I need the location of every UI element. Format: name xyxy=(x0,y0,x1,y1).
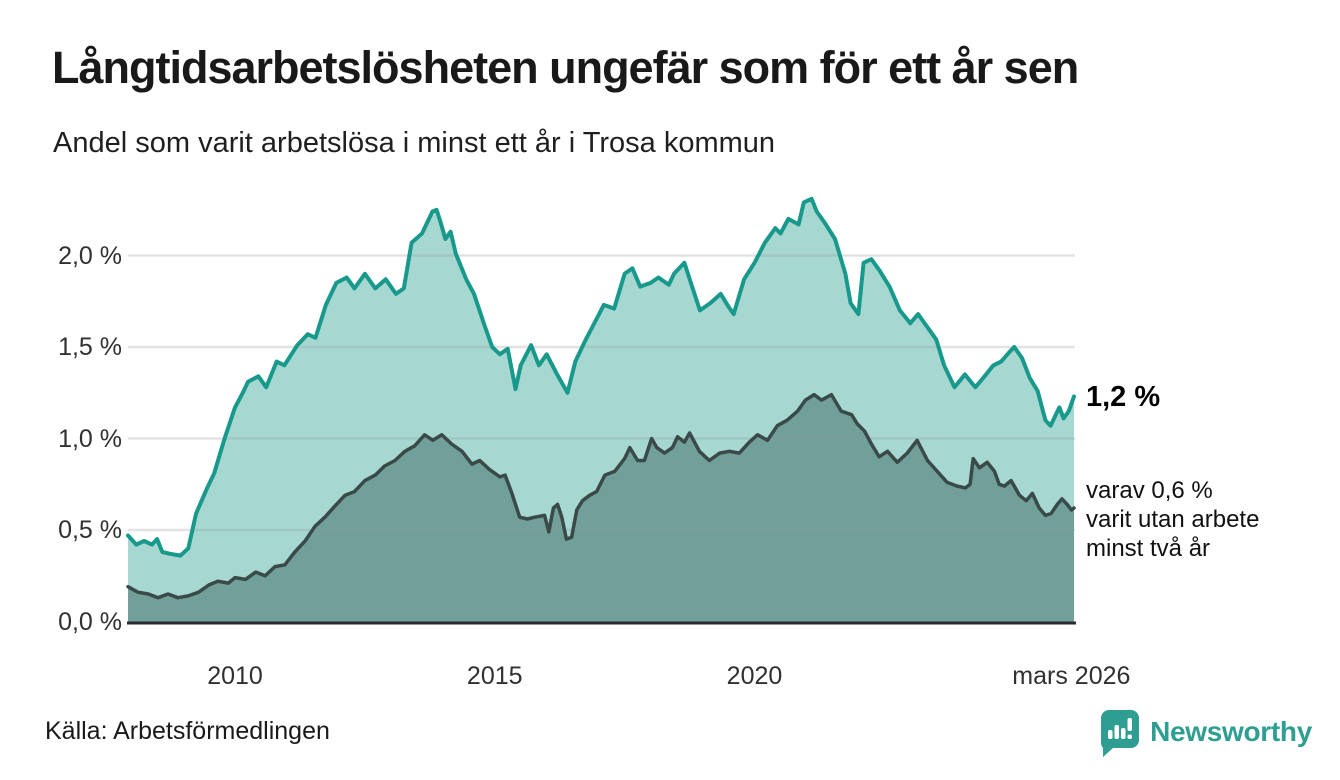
endpoint-value-label: 1,2 % xyxy=(1086,381,1161,413)
y-axis-label: 2,0 % xyxy=(58,241,122,270)
secondary-annotation: varav 0,6 % varit utan arbete minst två … xyxy=(1086,476,1259,563)
source-note: Källa: Arbetsförmedlingen xyxy=(45,717,330,745)
x-axis-label: 2020 xyxy=(726,662,783,690)
secondary-annotation-line: minst två år xyxy=(1086,535,1211,562)
y-axis-label: 0,0 % xyxy=(58,607,122,636)
page-title: Långtidsarbetslösheten ungefär som för e… xyxy=(52,42,1079,93)
series-line-1 xyxy=(126,392,1076,600)
y-axis-label: 1,5 % xyxy=(58,333,122,361)
brand-name: Newsworthy xyxy=(1150,716,1312,747)
series-area-1 xyxy=(128,394,1074,622)
x-axis-label: 2010 xyxy=(207,662,263,690)
series-line-0 xyxy=(126,196,1076,558)
x-axis-label: mars 2026 xyxy=(1012,662,1131,690)
brand-logo: Newsworthy xyxy=(1096,706,1312,758)
y-axis-label: 0,5 % xyxy=(58,516,122,544)
y-axis-label: 1,0 % xyxy=(58,424,122,453)
chart-subtitle: Andel som varit arbetslösa i minst ett å… xyxy=(53,127,776,159)
secondary-annotation-line: varav 0,6 % xyxy=(1086,477,1213,504)
x-axis-label: 2015 xyxy=(466,662,523,690)
newsworthy-icon xyxy=(1101,710,1140,757)
secondary-annotation-line: varit utan arbete xyxy=(1086,506,1260,533)
